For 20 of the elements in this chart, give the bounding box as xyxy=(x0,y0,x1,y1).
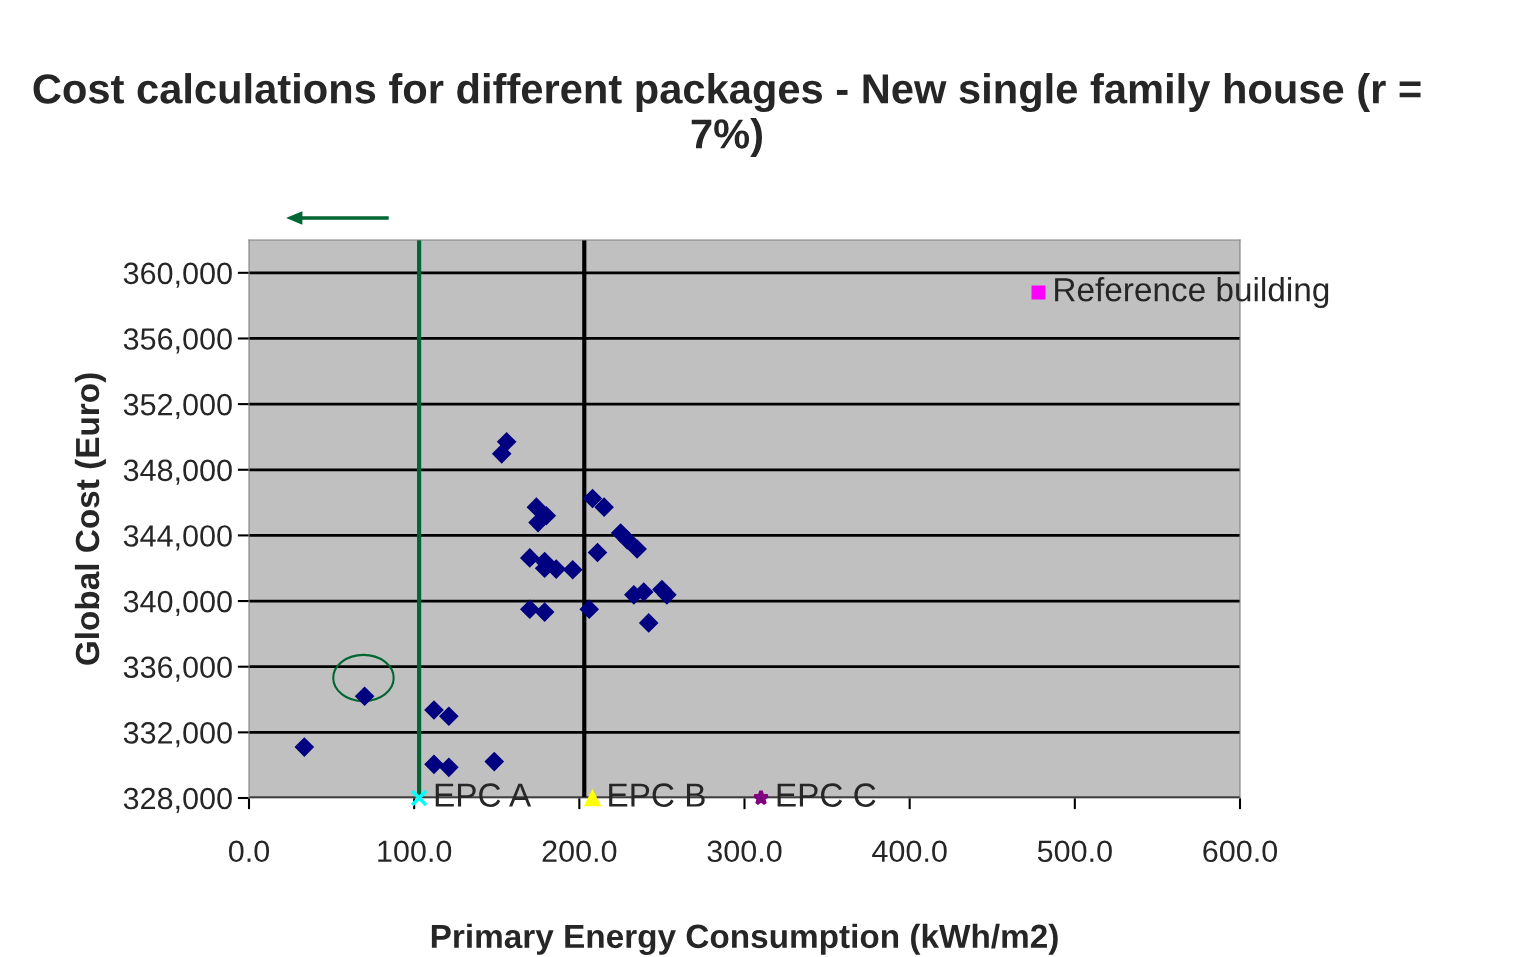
chart-title: Cost calculations for different packages - New single family house (r = 7%) xyxy=(33,73,1421,157)
x-axis-title: Primary Energy Consumption (kWh/m2) xyxy=(431,923,1058,955)
x-tick-label: 400.0 xyxy=(872,840,947,863)
y-tick-label: 356,000 xyxy=(123,328,232,354)
y-tick-label: 344,000 xyxy=(123,525,232,551)
y-tick-label: 348,000 xyxy=(123,459,232,485)
y-tick-label: 328,000 xyxy=(123,787,232,813)
y-tick-label: 340,000 xyxy=(123,590,232,617)
x-tick-label: 200.0 xyxy=(542,840,617,863)
series-label: Reference building xyxy=(1055,276,1329,309)
y-axis-title: Global Cost (Euro) xyxy=(74,373,106,665)
y-tick-label: 336,000 xyxy=(123,656,232,682)
x-tick-label: 500.0 xyxy=(1037,840,1112,863)
y-tick-label: 352,000 xyxy=(123,393,232,420)
x-tick-label: 600.0 xyxy=(1203,840,1278,863)
x-tick-label: 100.0 xyxy=(378,840,452,863)
x-tick-label: 300.0 xyxy=(707,840,782,863)
x-tick-label: 0.0 xyxy=(228,840,270,863)
y-tick-label: 332,000 xyxy=(123,722,232,748)
y-tick-label: 360,000 xyxy=(123,262,232,288)
